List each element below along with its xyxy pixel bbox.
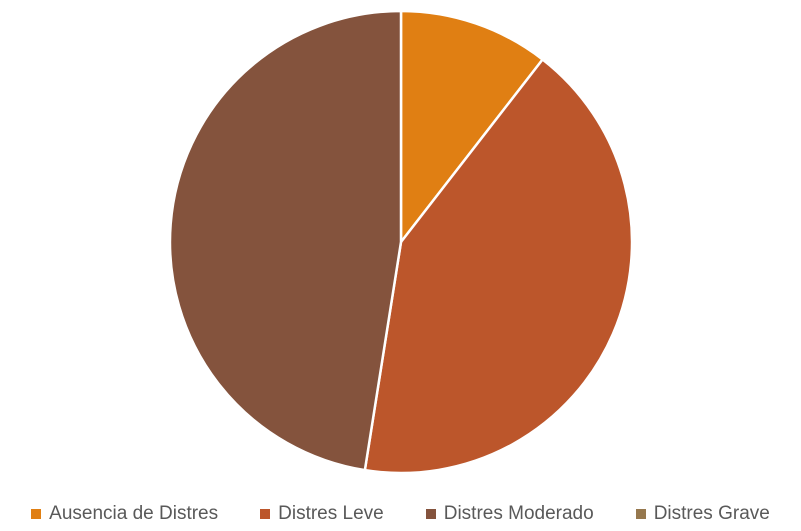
pie-slice-distres-leve [363, 58, 634, 475]
legend-swatch-moderado [425, 509, 436, 519]
legend-swatch-leve [260, 509, 271, 519]
legend-item-leve: Distres Leve [260, 503, 384, 525]
legend-label-moderado: Distres Moderado [443, 503, 594, 524]
legend-item-grave: Distres Grave [635, 503, 770, 525]
legend-swatch-ausencia [31, 509, 42, 519]
legend-item-moderado: Distres Moderado [425, 503, 594, 525]
legend-label-grave: Distres Grave [653, 503, 770, 524]
legend-label-ausencia: Ausencia de Distres [49, 503, 219, 524]
pie-slice-ausencia-de-distres [399, 9, 544, 244]
pie-slice-distres-moderado [168, 9, 403, 472]
legend: Ausencia de Distres Distres Leve Distres… [0, 500, 801, 528]
legend-label-leve: Distres Leve [278, 503, 384, 524]
legend-item-ausencia: Ausencia de Distres [31, 503, 218, 525]
legend-swatch-grave [635, 509, 646, 519]
